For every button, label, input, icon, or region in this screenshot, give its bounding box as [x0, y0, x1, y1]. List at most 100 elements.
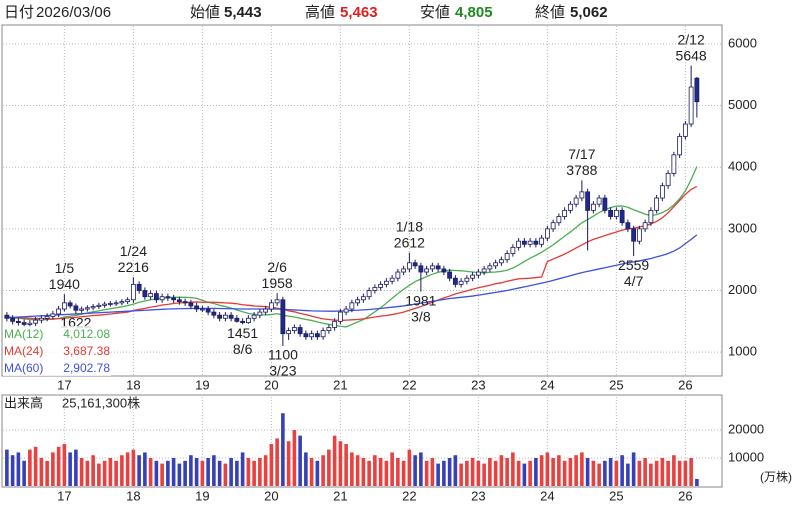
volume-bar — [275, 438, 279, 486]
legend-value: 3,687.38 — [63, 344, 110, 358]
volume-bar — [562, 460, 567, 486]
candle-body — [677, 135, 683, 156]
candle-body — [217, 314, 223, 319]
y-tick-label: 1000 — [728, 344, 757, 359]
x-tick-label: 20 — [264, 488, 278, 503]
volume-bar — [453, 455, 458, 486]
candle-body — [487, 265, 493, 270]
candle-body — [613, 209, 619, 217]
high-label: 高値 — [305, 4, 335, 21]
volume-bar — [597, 463, 601, 486]
candle-body — [309, 333, 315, 338]
volume-bar — [442, 460, 446, 486]
candle-body — [521, 240, 527, 245]
x-tick-label: 21 — [333, 488, 347, 503]
volume-bar — [666, 460, 670, 486]
annotation-value: 2612 — [394, 234, 425, 250]
candle-body — [320, 330, 326, 338]
candle-body — [27, 322, 33, 325]
candle-body — [654, 197, 660, 211]
volume-title: 出来高 — [4, 395, 43, 410]
candle-body — [280, 299, 286, 335]
volume-bar — [631, 452, 636, 486]
volume-bar — [56, 446, 61, 486]
y-tick-label: 10000 — [728, 449, 764, 464]
x-tick-label: 23 — [471, 377, 485, 392]
close: 5,062 — [570, 4, 608, 21]
candle-body — [694, 77, 700, 103]
candle-body — [619, 209, 625, 224]
candle-body — [682, 123, 688, 137]
x-tick-label: 24 — [540, 488, 554, 503]
volume-bar — [160, 463, 164, 486]
volume-bar — [413, 455, 417, 486]
candle-body — [544, 228, 550, 239]
volume-bar — [263, 455, 268, 486]
candle-body — [510, 246, 516, 254]
volume-bar — [166, 460, 170, 486]
candle-body — [205, 308, 211, 313]
volume-bar — [672, 455, 676, 486]
volume-bar — [315, 460, 320, 486]
x-tick-label: 25 — [609, 377, 623, 392]
candle-body — [590, 203, 596, 211]
candle-body — [303, 333, 309, 338]
candle-body — [412, 262, 418, 267]
candle-body — [251, 314, 257, 319]
volume-bar — [643, 458, 647, 486]
volume-bar — [298, 435, 302, 486]
volume-bar — [148, 458, 153, 486]
candle-body — [389, 277, 395, 282]
x-tick-label: 24 — [540, 377, 554, 392]
legend-value: 2,902.78 — [63, 361, 110, 375]
candle-body — [516, 240, 522, 248]
volume-bar — [108, 458, 113, 486]
candle-body — [452, 277, 458, 285]
candle-body — [4, 314, 10, 319]
candle-body — [636, 228, 642, 242]
volume-bar — [580, 452, 584, 486]
volume-bar — [677, 460, 682, 486]
candle-body — [429, 265, 435, 270]
candle-body — [38, 317, 44, 321]
candle-body — [107, 303, 113, 305]
volume-bar — [327, 449, 331, 486]
volume-bar — [39, 458, 44, 486]
candle-body — [142, 290, 148, 298]
candle-body — [418, 265, 424, 273]
candle-body — [263, 308, 269, 313]
x-tick-label: 17 — [57, 488, 71, 503]
y-tick-label: 3000 — [728, 220, 757, 235]
legend-name: MA(24) — [4, 344, 43, 358]
volume-bar — [447, 458, 452, 486]
candle-body — [194, 305, 200, 310]
volume-bar — [430, 458, 435, 486]
volume-bar — [637, 460, 642, 486]
candle-body — [130, 283, 136, 301]
candle-body — [188, 302, 194, 307]
candle-body — [435, 265, 441, 270]
volume-bar — [620, 455, 624, 486]
candle-body — [234, 317, 240, 322]
candle-body — [659, 185, 665, 199]
candle-body — [665, 172, 671, 187]
volume-bar — [125, 452, 130, 486]
y-tick-label: 4000 — [728, 159, 757, 174]
volume-bar — [309, 458, 314, 486]
volume-bar — [499, 455, 504, 486]
candle-body — [573, 197, 579, 205]
candle-body — [447, 271, 453, 279]
candle-body — [148, 293, 154, 298]
x-tick-label: 22 — [402, 377, 416, 392]
annotation-value: 5648 — [676, 47, 707, 63]
volume-bar — [189, 455, 193, 486]
candle-body — [671, 154, 677, 174]
annotation-date: 3/8 — [411, 308, 431, 324]
volume-bar — [292, 430, 297, 486]
volume-bar — [505, 458, 509, 486]
volume-bar — [269, 444, 274, 486]
volume-bar — [350, 452, 354, 486]
volume-bar — [373, 455, 377, 486]
volume-bar — [97, 463, 101, 486]
